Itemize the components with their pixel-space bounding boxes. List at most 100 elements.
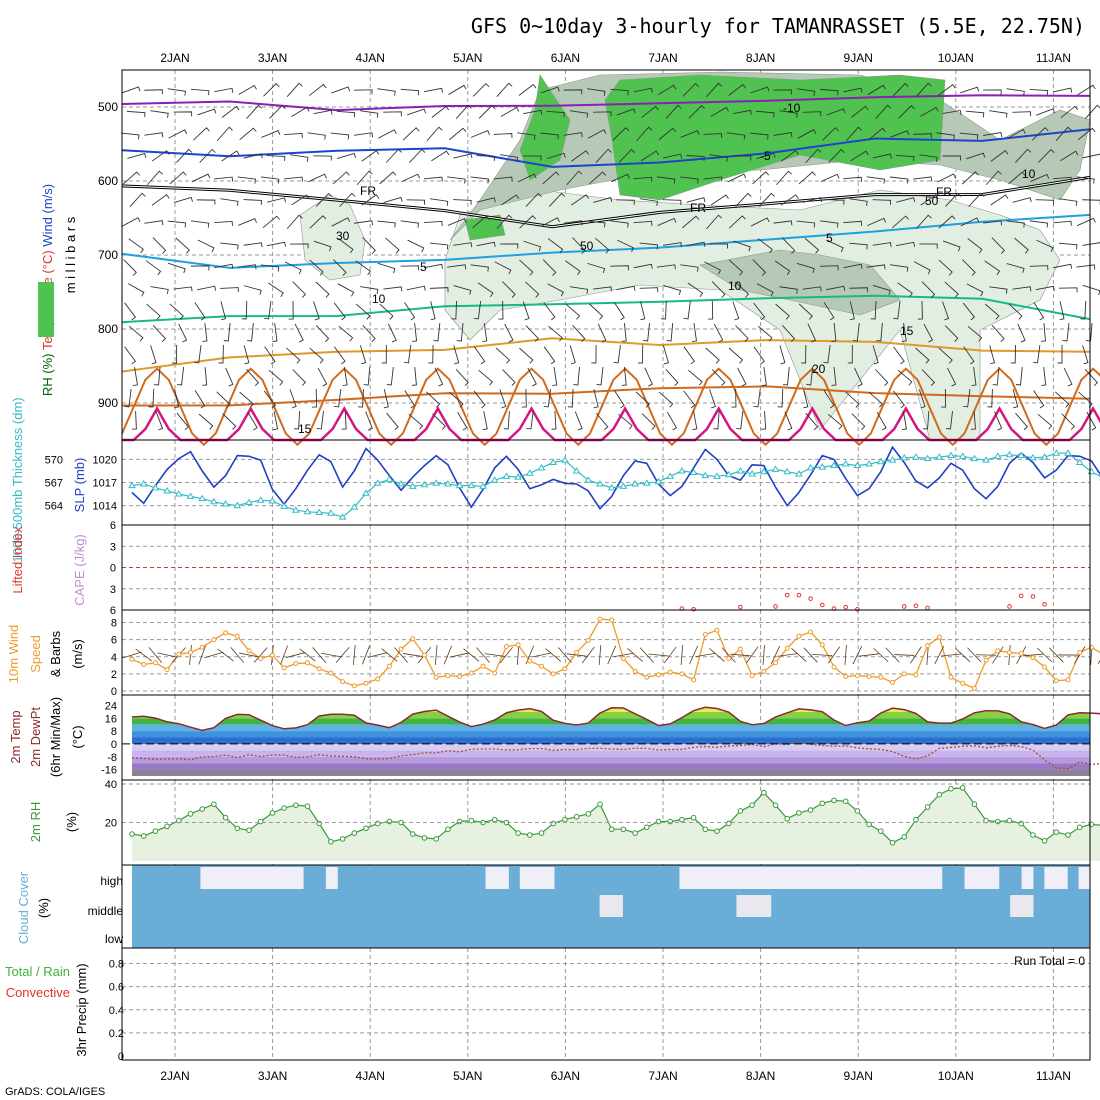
- lifted-index-point: [1030, 594, 1036, 599]
- wind-speed-point: [784, 645, 790, 651]
- wind10m-barb: [443, 645, 453, 665]
- wind-barb: [875, 369, 889, 387]
- cloud-high-clear: [496, 867, 509, 889]
- day-tick-top: 6JAN: [551, 51, 580, 65]
- wind-barb: [152, 325, 167, 342]
- precip-tick-label: 0.8: [109, 959, 124, 971]
- rh2m-point: [842, 798, 849, 805]
- thickness-tick-label: 570: [45, 454, 63, 466]
- wind-barb: [1035, 199, 1055, 205]
- wind-barb: [262, 215, 280, 229]
- thickness-point: [818, 463, 827, 470]
- cloud-high-clear: [200, 867, 213, 889]
- wind-barb: [448, 84, 467, 95]
- thickness-point: [373, 479, 382, 486]
- wind-barb: [761, 367, 767, 386]
- wind-barb: [983, 220, 1003, 226]
- wind-barb: [726, 132, 746, 140]
- wind-barb: [944, 325, 959, 342]
- cloud-high-clear: [246, 867, 258, 889]
- rh2m-point: [690, 814, 697, 821]
- wind-barb: [828, 148, 845, 163]
- rh-color-key: [38, 282, 54, 337]
- cloud-high-clear: [713, 867, 726, 889]
- rh2m-point: [889, 839, 896, 846]
- wind-barb: [753, 346, 765, 365]
- wind-barb: [360, 286, 379, 294]
- cloud-high-clear: [291, 867, 304, 889]
- wind-barb: [1012, 389, 1019, 409]
- wind10m-barb: [730, 653, 751, 657]
- wind-barb: [1063, 367, 1073, 387]
- wind10m-barb: [770, 645, 781, 665]
- wind-barb: [363, 366, 371, 386]
- rh2m-point: [1018, 820, 1025, 827]
- wind-barb: [797, 129, 817, 139]
- wind-barb: [127, 152, 147, 159]
- wind-barb: [546, 110, 565, 118]
- pressure-tick-label: 600: [98, 174, 118, 188]
- wind-barb: [989, 345, 996, 365]
- wind-barb: [472, 82, 490, 97]
- day-tick-top: 3JAN: [258, 51, 287, 65]
- pressure-tick-label: 900: [98, 396, 118, 410]
- wind-barb: [431, 105, 450, 118]
- wind10m-barb: [217, 648, 234, 662]
- temp-band: [132, 718, 1090, 725]
- wind-barb: [453, 199, 472, 205]
- wind10m-barb: [353, 645, 356, 665]
- rh2m-point: [339, 836, 346, 842]
- thickness-point: [455, 481, 464, 489]
- precip-ylabel-1: Total / Rain: [5, 964, 70, 979]
- wind-barb: [269, 104, 286, 119]
- cloud-high-clear: [268, 867, 281, 889]
- wind-barb: [735, 192, 752, 207]
- cloud-high-clear: [325, 867, 338, 889]
- thickness-point: [982, 456, 990, 463]
- li-tick-label: 6: [110, 520, 116, 532]
- wind-barb: [662, 345, 669, 365]
- wind-speed-point: [702, 632, 708, 638]
- wind-barb: [688, 369, 703, 386]
- thickness-point: [1064, 449, 1072, 456]
- rh2m-point: [725, 820, 732, 827]
- wind-speed-point: [761, 668, 767, 674]
- wind-barb: [220, 198, 239, 206]
- isotherm-line: [121, 367, 1100, 447]
- wind-barb: [1076, 217, 1096, 227]
- wind-barb: [823, 345, 831, 364]
- wind-barb: [919, 154, 938, 162]
- temp-tick-label: 0: [111, 739, 117, 751]
- wind10m-barb: [777, 653, 798, 657]
- wind10m-barb: [803, 647, 818, 663]
- wind-barb: [682, 82, 700, 97]
- wind-speed-point: [843, 673, 849, 679]
- wind-barb: [757, 238, 773, 254]
- wind-barb: [920, 194, 939, 206]
- contour-label: 20: [812, 362, 826, 376]
- wind-barb: [336, 152, 357, 159]
- wind-barb: [968, 192, 985, 207]
- wind10m-barb: [894, 654, 915, 656]
- wind-barb: [592, 111, 612, 117]
- wind-barb: [892, 82, 909, 97]
- wind-barb: [1058, 242, 1078, 250]
- wind-speed-point: [445, 673, 451, 679]
- wind-barb: [266, 155, 286, 161]
- contour-label: 50: [925, 194, 939, 208]
- cloud-high-clear: [804, 867, 817, 889]
- wind-barb: [482, 411, 488, 431]
- wind-barb: [294, 323, 304, 343]
- wind-barb: [519, 215, 537, 229]
- credit-text: GrADS: COLA/IGES: [5, 1086, 105, 1098]
- wind-speed-point: [503, 644, 509, 650]
- wind-speed-point: [188, 650, 193, 655]
- wind-barb: [641, 105, 659, 118]
- wind-barb: [657, 217, 677, 226]
- cloud-high-clear: [736, 867, 749, 889]
- thickness-point: [362, 489, 370, 496]
- wind-barb: [312, 388, 318, 408]
- temp-tick-label: 16: [105, 713, 117, 725]
- thickness-point: [174, 490, 183, 497]
- wind-barb: [237, 264, 257, 270]
